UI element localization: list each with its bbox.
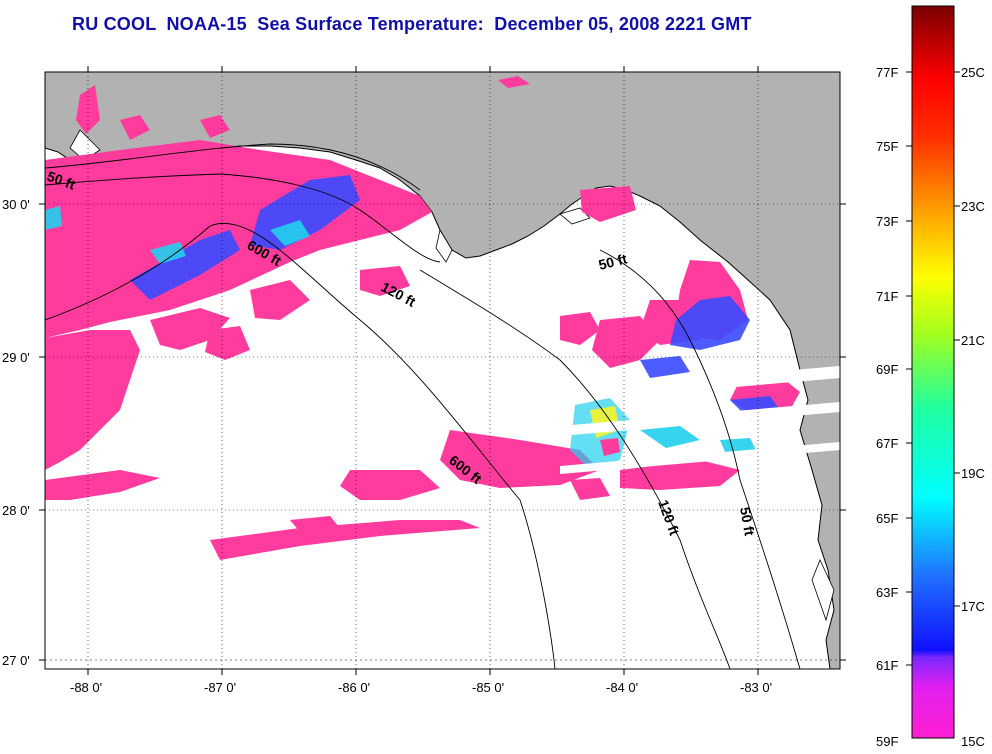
cb-c-25: 25C [961,65,985,80]
lon-label-85: -85 0' [472,680,504,695]
cb-f-69: 69F [876,362,898,377]
colorbar-ticks [906,71,960,666]
graticule [45,72,840,669]
contour-label-50ft-bigbend: 50 ft [597,250,629,273]
cb-f-77: 77F [876,65,898,80]
lat-label-29: 29 0' [2,350,30,365]
cb-c-15: 15C [961,734,985,749]
cb-c-19: 19C [961,466,985,481]
cb-f-65: 65F [876,511,898,526]
cb-f-67: 67F [876,436,898,451]
cb-c-23: 23C [961,199,985,214]
cb-c-21: 21C [961,333,985,348]
lon-label-84: -84 0' [606,680,638,695]
lat-label-28: 28 0' [2,503,30,518]
lat-label-30: 30 0' [2,197,30,212]
map-title: RU COOL NOAA-15 Sea Surface Temperature:… [72,14,752,34]
frame-ticks [39,66,846,675]
lon-label-83: -83 0' [740,680,772,695]
cb-c-17: 17C [961,599,985,614]
swath-gaps [560,366,840,474]
cb-f-61: 61F [876,658,898,673]
lat-label-27: 27 0' [2,653,30,668]
cb-f-73: 73F [876,214,898,229]
colorbar: 77F 75F 73F 71F 69F 67F 65F 63F 61F 59F … [876,5,985,749]
lon-label-86: -86 0' [338,680,370,695]
contour-label-50ft-south: 50 ft [737,506,758,537]
cb-f-63: 63F [876,585,898,600]
colorbar-gradient [911,5,955,739]
lon-label-87: -87 0' [204,680,236,695]
cb-f-71: 71F [876,289,898,304]
lon-label-88: -88 0' [70,680,102,695]
cb-f-59: 59F [876,734,898,749]
bathymetry-contours [45,143,840,669]
cb-f-75: 75F [876,139,898,154]
